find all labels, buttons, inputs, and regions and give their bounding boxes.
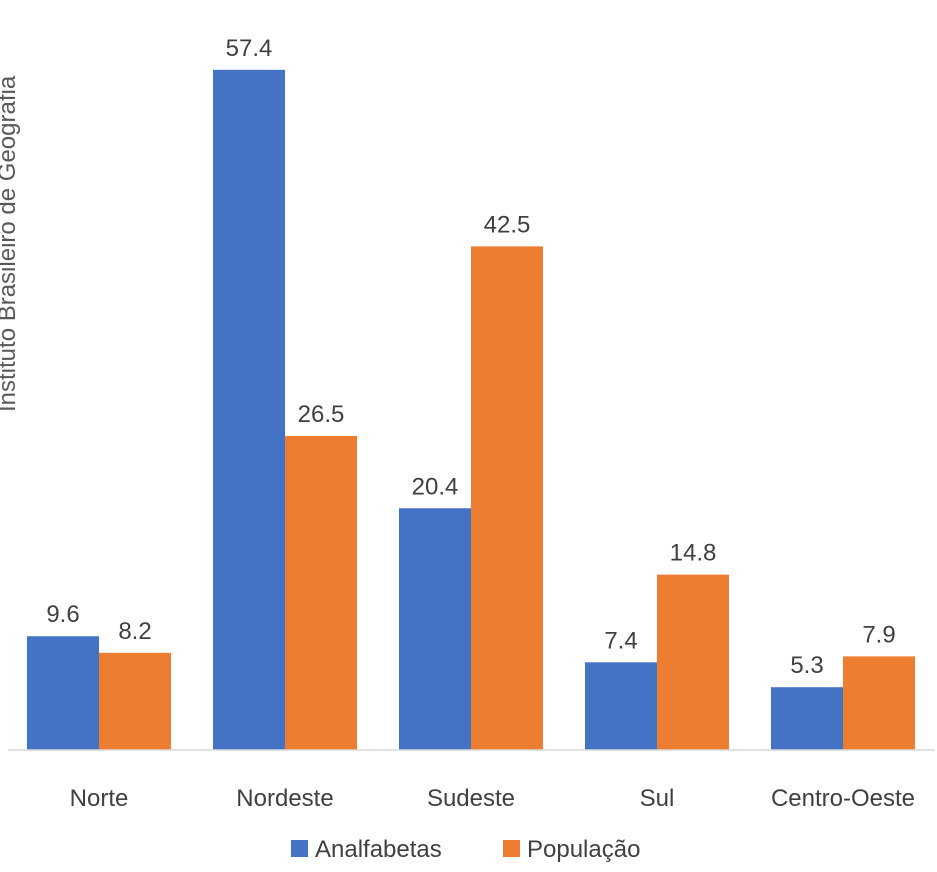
data-label-1-4: 7.9 xyxy=(862,621,895,648)
bar-analfabetas-1 xyxy=(213,69,285,750)
data-label-0-0: 9.6 xyxy=(46,601,79,628)
data-label-1-0: 8.2 xyxy=(118,618,151,645)
data-label-0-4: 5.3 xyxy=(790,652,823,679)
legend-label-1: População xyxy=(527,836,640,863)
bar-populao-2 xyxy=(471,246,543,750)
bar-analfabetas-0 xyxy=(27,636,99,750)
data-label-0-3: 7.4 xyxy=(604,627,637,654)
bar-populao-4 xyxy=(843,656,915,750)
bar-analfabetas-4 xyxy=(771,687,843,750)
category-label-1: Nordeste xyxy=(236,785,333,812)
bar-populao-3 xyxy=(657,574,729,750)
category-label-3: Sul xyxy=(640,785,675,812)
category-label-2: Sudeste xyxy=(427,785,515,812)
legend-swatch-0 xyxy=(291,840,308,857)
category-label-0: Norte xyxy=(70,785,129,812)
bar-populao-0 xyxy=(99,652,171,750)
data-label-1-3: 14.8 xyxy=(670,540,717,567)
bar-populao-1 xyxy=(285,435,357,750)
data-label-0-2: 20.4 xyxy=(412,473,459,500)
category-label-4: Centro-Oeste xyxy=(771,785,915,812)
bar-analfabetas-3 xyxy=(585,662,657,750)
data-label-1-2: 42.5 xyxy=(484,211,531,238)
data-label-0-1: 57.4 xyxy=(226,35,273,62)
legend-label-0: Analfabetas xyxy=(315,836,442,863)
bar-analfabetas-2 xyxy=(399,508,471,750)
legend-swatch-1 xyxy=(503,840,520,857)
data-label-1-1: 26.5 xyxy=(298,401,345,428)
